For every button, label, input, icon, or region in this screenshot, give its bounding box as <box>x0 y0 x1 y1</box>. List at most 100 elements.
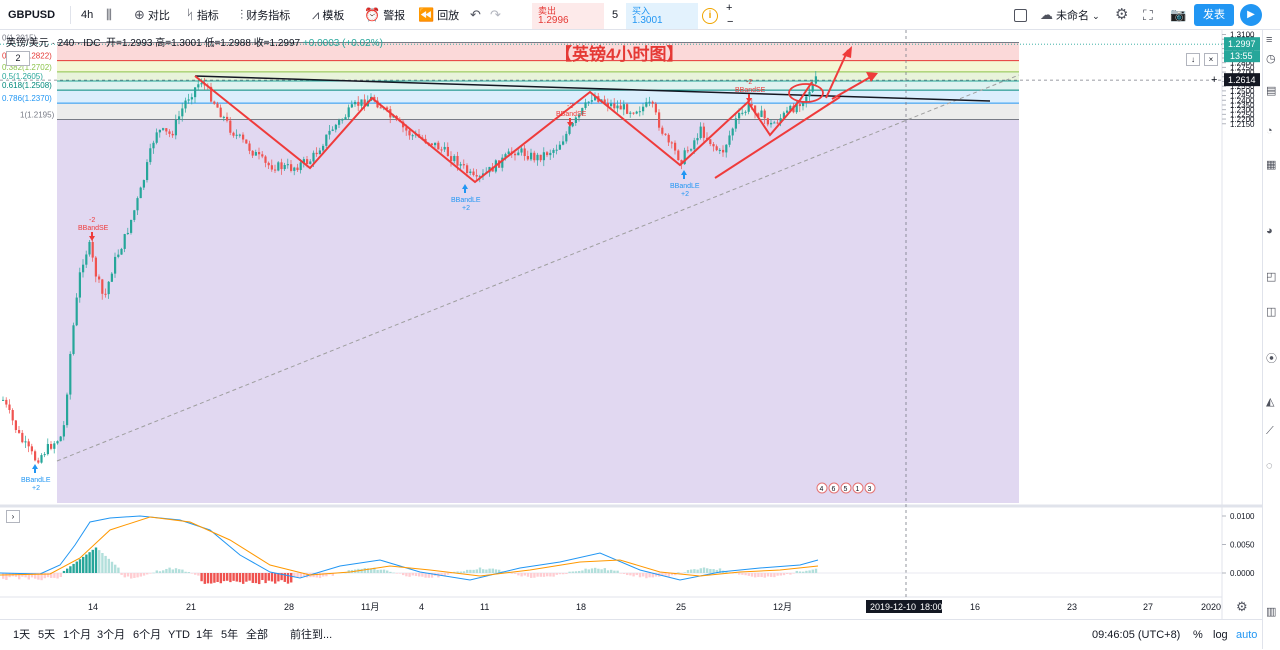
annotation-arrowhead <box>866 72 878 82</box>
candle-body <box>21 432 24 443</box>
candle-body <box>267 162 270 166</box>
alerts-icon[interactable]: ◷ <box>1266 53 1276 65</box>
axis-settings-button[interactable]: ⚙ <box>1236 599 1248 615</box>
fullscreen-rect-button[interactable] <box>1014 0 1027 30</box>
info-button[interactable]: i <box>702 0 718 30</box>
clock-timezone[interactable]: 09:46:05 (UTC+8) <box>1092 629 1181 641</box>
range-button[interactable]: 5天 <box>38 629 56 641</box>
candle-body <box>606 102 609 107</box>
countdown-tag <box>1224 50 1260 63</box>
candle-body <box>258 152 261 155</box>
notification-icon[interactable]: ◭ <box>1266 396 1275 408</box>
calendar-icon[interactable]: ▦ <box>1266 159 1277 171</box>
date-tick-label: 21 <box>186 602 196 612</box>
alert-button[interactable]: ⏰ 警报 <box>364 0 405 30</box>
bbandse-arrow-stem <box>569 118 571 122</box>
event-badge <box>864 482 876 494</box>
candle-body <box>571 122 574 127</box>
symbol-search[interactable]: GBPUSD <box>8 9 56 21</box>
candle-body <box>338 120 341 125</box>
play-icon[interactable]: ▶ <box>1240 4 1262 26</box>
log-toggle[interactable]: log <box>1213 629 1228 641</box>
range-button[interactable]: 1个月 <box>63 629 92 641</box>
macd-histogram-bar <box>280 573 283 581</box>
fib-level-label: 0.382(1.2702) <box>2 63 52 72</box>
macd-expand-button[interactable]: › <box>6 510 20 523</box>
sell-button[interactable]: 卖出 1.2996 <box>532 3 604 29</box>
macd-histogram-bar <box>648 573 651 578</box>
square-icon <box>1014 8 1027 22</box>
candle-body <box>181 108 184 117</box>
range-button[interactable]: 1年 <box>196 629 214 641</box>
fullscreen-button[interactable]: ⛶ <box>1143 0 1156 30</box>
macd-histogram-bar <box>120 573 123 575</box>
scroll-down-button[interactable]: ↓ <box>1186 53 1200 66</box>
macd-histogram-bar <box>424 573 427 578</box>
range-button[interactable]: 全部 <box>246 629 268 641</box>
candle-body <box>533 152 536 161</box>
financials-button[interactable]: ⫶ 财务指标 <box>240 0 290 30</box>
bbandse-signal-label: BBandSE <box>556 111 587 118</box>
chat-icon[interactable]: ◰ <box>1266 271 1277 283</box>
macd-histogram-bar <box>488 568 491 573</box>
candle-body <box>514 153 517 156</box>
candle-body <box>808 91 811 97</box>
undo-button[interactable]: ↶ <box>470 0 484 30</box>
quantity-decrease[interactable]: − <box>727 7 733 37</box>
snapshot-button[interactable]: 📷 <box>1170 0 1189 30</box>
indicators-label: 指标 <box>196 10 219 22</box>
fib-zone <box>57 90 1019 104</box>
news-icon[interactable]: ◔ <box>1266 125 1273 137</box>
templates-button[interactable]: ⩘ 模板 <box>312 0 344 30</box>
candle-body <box>699 126 702 139</box>
pen-icon[interactable]: ⟋ <box>1266 425 1274 437</box>
price-chart[interactable]: 0(1.3015)0.236(1.2822)0.382(1.2702)0.5(1… <box>0 0 1262 619</box>
templates-icon: ⩘ <box>312 7 320 22</box>
auto-toggle[interactable]: auto <box>1236 629 1258 641</box>
range-button[interactable]: YTD <box>168 629 190 641</box>
macd-histogram-bar <box>776 573 779 576</box>
candle-body <box>462 164 465 166</box>
interval-button[interactable]: 4h <box>81 9 94 21</box>
watchlist-icon[interactable]: ≡ <box>1266 34 1273 46</box>
quantity-increase[interactable]: + <box>726 0 732 23</box>
replay-button[interactable]: ⏪ 回放 <box>418 0 459 30</box>
redo-button[interactable]: ↷ <box>490 0 504 30</box>
layout-name-button[interactable]: ☁ 未命名 ⌄ <box>1040 0 1100 30</box>
indicators-button[interactable]: ᛋ 指标 <box>186 0 219 30</box>
candle-body <box>645 102 648 107</box>
macd-histogram-bar <box>568 571 571 573</box>
macd-histogram-bar <box>203 573 206 584</box>
candle-body <box>376 100 379 108</box>
percent-toggle[interactable]: % <box>1193 629 1203 641</box>
range-button[interactable]: 5年 <box>221 629 239 641</box>
stream-icon[interactable]: ⦿ <box>1266 353 1277 365</box>
macd-histogram-bar <box>667 573 670 577</box>
candle-body <box>40 455 43 463</box>
macd-histogram-bar <box>200 573 203 582</box>
range-button[interactable]: 1天 <box>13 629 31 641</box>
range-button[interactable]: 6个月 <box>133 629 162 641</box>
data-window-icon[interactable]: ▤ <box>1266 85 1277 97</box>
ideas-icon[interactable]: ◕ <box>1266 225 1273 237</box>
macd-histogram-bar <box>680 573 683 574</box>
legend-collapse-button[interactable]: 2 <box>6 51 30 66</box>
help-icon[interactable]: ◌ <box>1266 460 1273 472</box>
macd-histogram-bar <box>50 573 53 578</box>
close-pane-button[interactable]: × <box>1204 53 1218 66</box>
settings-button[interactable]: ⚙ <box>1115 0 1131 30</box>
compare-button[interactable]: ⊕ 对比 <box>134 0 170 30</box>
publish-button[interactable]: 发表 <box>1194 4 1234 26</box>
dom-icon[interactable]: ▥ <box>1266 606 1277 618</box>
candle-body <box>142 180 145 188</box>
chart-type-button[interactable]: ⫼ <box>106 0 115 30</box>
buy-button[interactable]: 买入 1.3001 <box>626 3 698 29</box>
goto-date-button[interactable]: 前往到... <box>290 629 333 641</box>
candle-body <box>411 135 414 137</box>
candle-body <box>219 107 222 118</box>
price-tick-label: 1.2550 <box>1230 82 1255 91</box>
range-button[interactable]: 3个月 <box>97 629 126 641</box>
candle-body <box>50 443 53 449</box>
candle-body <box>616 105 619 109</box>
message-icon[interactable]: ◫ <box>1266 306 1277 318</box>
